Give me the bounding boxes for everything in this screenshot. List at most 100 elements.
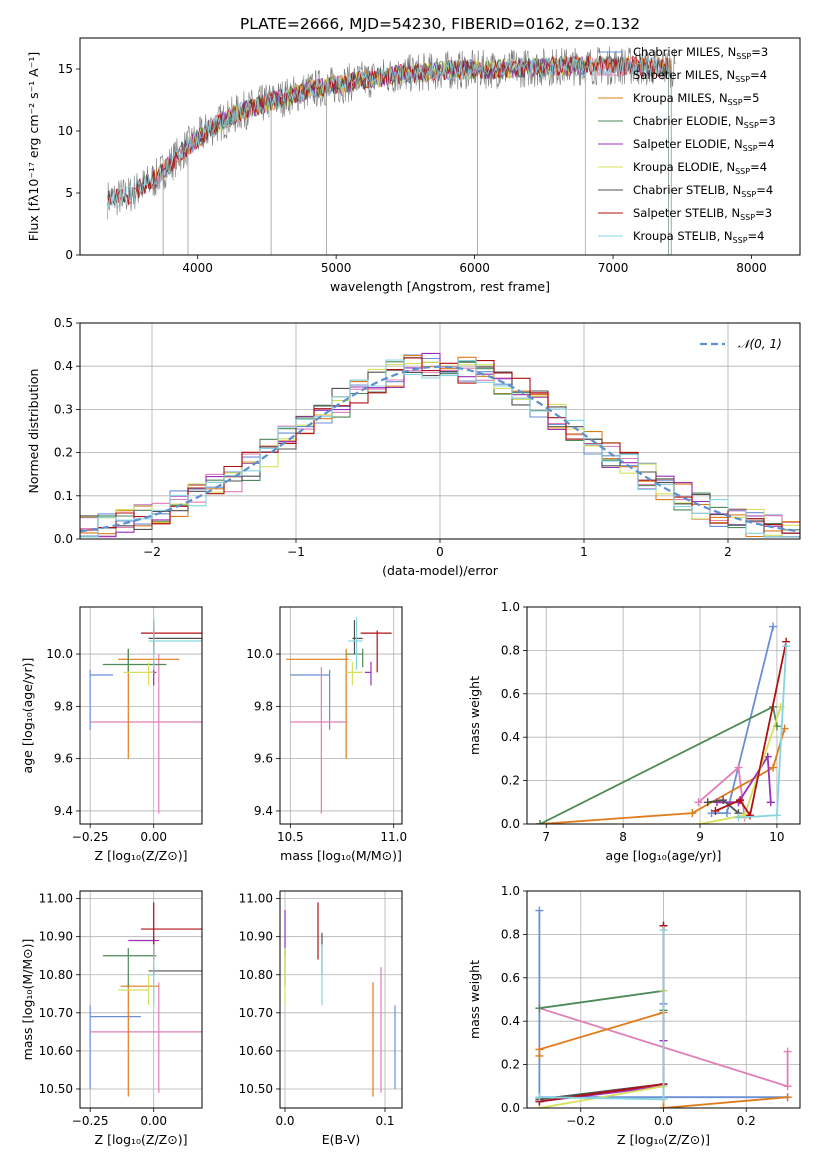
mass-weight-line xyxy=(715,641,788,818)
legend-label: Kroupa STELIB, NSSP=4 xyxy=(633,229,764,245)
x-tick-label: 0.0 xyxy=(275,1114,294,1128)
mass-weight-marker xyxy=(535,1093,544,1102)
plot-area xyxy=(535,906,792,1108)
y-tick-label: 0.8 xyxy=(501,927,520,941)
y-tick-label: 5 xyxy=(65,186,73,200)
x-tick-label: 0.2 xyxy=(737,1114,756,1128)
plot-area xyxy=(107,46,676,255)
y-tick-label: 0.4 xyxy=(501,1014,520,1028)
y-tick-label: 0.2 xyxy=(501,1058,520,1072)
normal-curve xyxy=(80,365,800,533)
legend-label-main: Chabrier MILES, N xyxy=(633,45,736,59)
x-tick-label: −0.25 xyxy=(72,830,109,844)
y-tick-label: 15 xyxy=(58,62,73,76)
y-tick-label: 1.0 xyxy=(501,600,520,614)
mass-weight-marker xyxy=(719,796,728,805)
legend-label-sub: SSP xyxy=(733,236,748,245)
legend-label: Chabrier ELODIE, NSSP=3 xyxy=(633,114,776,130)
x-tick-label: 5000 xyxy=(321,261,352,275)
mass-weight-marker xyxy=(659,1104,668,1108)
mass-weight-line xyxy=(539,925,665,1101)
mass-weight-line xyxy=(539,989,665,1011)
mass-weight-marker xyxy=(736,796,745,805)
x-tick-label: 7 xyxy=(542,830,550,844)
y-axis-label: Normed distribution xyxy=(26,369,41,494)
axes-frame xyxy=(279,890,403,1109)
x-tick-label: 7000 xyxy=(598,261,629,275)
y-tick-label: 10.90 xyxy=(239,930,273,944)
y-tick-label: 10.0 xyxy=(46,647,73,661)
legend-label-val: =3 xyxy=(751,45,768,59)
y-tick-label: 10.80 xyxy=(239,968,273,982)
x-tick-label: −2 xyxy=(143,545,161,559)
observed-spectrum xyxy=(107,46,676,220)
x-tick-label: 2 xyxy=(724,545,732,559)
legend-label-main: Kroupa MILES, N xyxy=(633,91,728,105)
mass-weight-marker xyxy=(711,806,720,815)
x-tick-label: 0.00 xyxy=(140,1114,167,1128)
axes-frame xyxy=(79,322,801,540)
x-tick-label: 9 xyxy=(696,830,704,844)
panel-massweight_vs_age: 7 8 9 10 0.0 0.2 0.4 0.6 0.8 1.0 age [log₁₀(age/yr… xyxy=(467,600,801,863)
legend-label: Salpeter STELIB, NSSP=3 xyxy=(633,206,772,222)
y-tick-label: 0.8 xyxy=(501,643,520,657)
legend-label-sub: SSP xyxy=(740,213,755,222)
legend-label-main: Salpeter ELODIE, N xyxy=(633,137,743,151)
y-tick-label: 10 xyxy=(58,124,73,138)
mass-weight-marker xyxy=(659,926,668,935)
histogram-step xyxy=(80,359,800,538)
legend-label-main: Chabrier STELIB, N xyxy=(633,183,741,197)
mass-weight-marker xyxy=(536,820,545,824)
y-tick-label: 11.00 xyxy=(39,892,73,906)
x-tick-label: 11.0 xyxy=(380,830,407,844)
x-tick-label: −0.2 xyxy=(566,1114,595,1128)
axes-frame xyxy=(79,890,203,1109)
legend-label-val: =4 xyxy=(758,137,775,151)
mass-weight-line xyxy=(697,765,746,818)
mass-weight-marker xyxy=(746,811,755,820)
legend-label-sub: SSP xyxy=(736,52,751,61)
y-tick-label: 0.0 xyxy=(501,817,520,831)
mass-weight-marker xyxy=(783,1082,792,1091)
mass-weight-line xyxy=(716,753,772,804)
y-tick-label: 9.6 xyxy=(54,752,73,766)
mass-weight-marker xyxy=(769,763,778,772)
mass-weight-marker xyxy=(783,1047,792,1056)
mass-weight-marker xyxy=(769,622,778,631)
x-tick-label: 8000 xyxy=(736,261,767,275)
plot-area xyxy=(89,902,202,1097)
x-tick-label: 0.00 xyxy=(140,830,167,844)
mass-weight-line xyxy=(540,728,786,824)
legend-label-sub: SSP xyxy=(744,121,759,130)
y-tick-label: 10.80 xyxy=(39,968,73,982)
mass-weight-marker xyxy=(659,1095,668,1104)
legend-label: Kroupa ELODIE, NSSP=4 xyxy=(633,160,767,176)
y-tick-label: 0.6 xyxy=(501,971,520,985)
plot-area xyxy=(286,617,392,814)
legend-label: Chabrier STELIB, NSSP=4 xyxy=(633,183,773,199)
x-axis-label: Z [log₁₀(Z/Z⊙)] xyxy=(617,1132,710,1147)
legend-label-main: Salpeter MILES, N xyxy=(633,68,735,82)
y-tick-label: 0.4 xyxy=(501,730,520,744)
y-tick-label: 10.60 xyxy=(39,1044,73,1058)
mass-weight-marker xyxy=(535,906,544,915)
legend-label: Kroupa MILES, NSSP=5 xyxy=(633,91,759,107)
legend-label-val: =4 xyxy=(748,229,765,243)
y-tick-label: 9.8 xyxy=(54,699,73,713)
y-tick-label: 0.1 xyxy=(54,489,73,503)
y-tick-label: 0.2 xyxy=(54,446,73,460)
x-tick-label: −1 xyxy=(287,545,305,559)
spectrum-model-line xyxy=(107,55,669,208)
panel-mass_vs_EBV: 0.0 0.1 10.50 10.60 10.70 10.80 10.90 11.00 E(B-… xyxy=(239,890,403,1147)
y-axis-label: mass weight xyxy=(467,676,482,755)
legend-label-val: =4 xyxy=(750,68,767,82)
panel-mass_vs_Z: −0.25 0.00 10.50 10.60 10.70 10.80 10.90 11.00 Z… xyxy=(20,890,203,1147)
x-axis-label: age [log₁₀(age/yr)] xyxy=(606,848,722,863)
x-tick-label: −0.25 xyxy=(72,1114,109,1128)
legend-label-main: Salpeter STELIB, N xyxy=(633,206,740,220)
axes-frame xyxy=(526,890,801,1109)
panel-age_vs_Z: −0.25 0.00 9.4 9.6 9.8 10.0 Z [log₁₀(Z/Z⊙)] age… xyxy=(20,606,203,863)
legend-label-sub: SSP xyxy=(741,190,756,199)
y-tick-label: 9.4 xyxy=(54,804,73,818)
